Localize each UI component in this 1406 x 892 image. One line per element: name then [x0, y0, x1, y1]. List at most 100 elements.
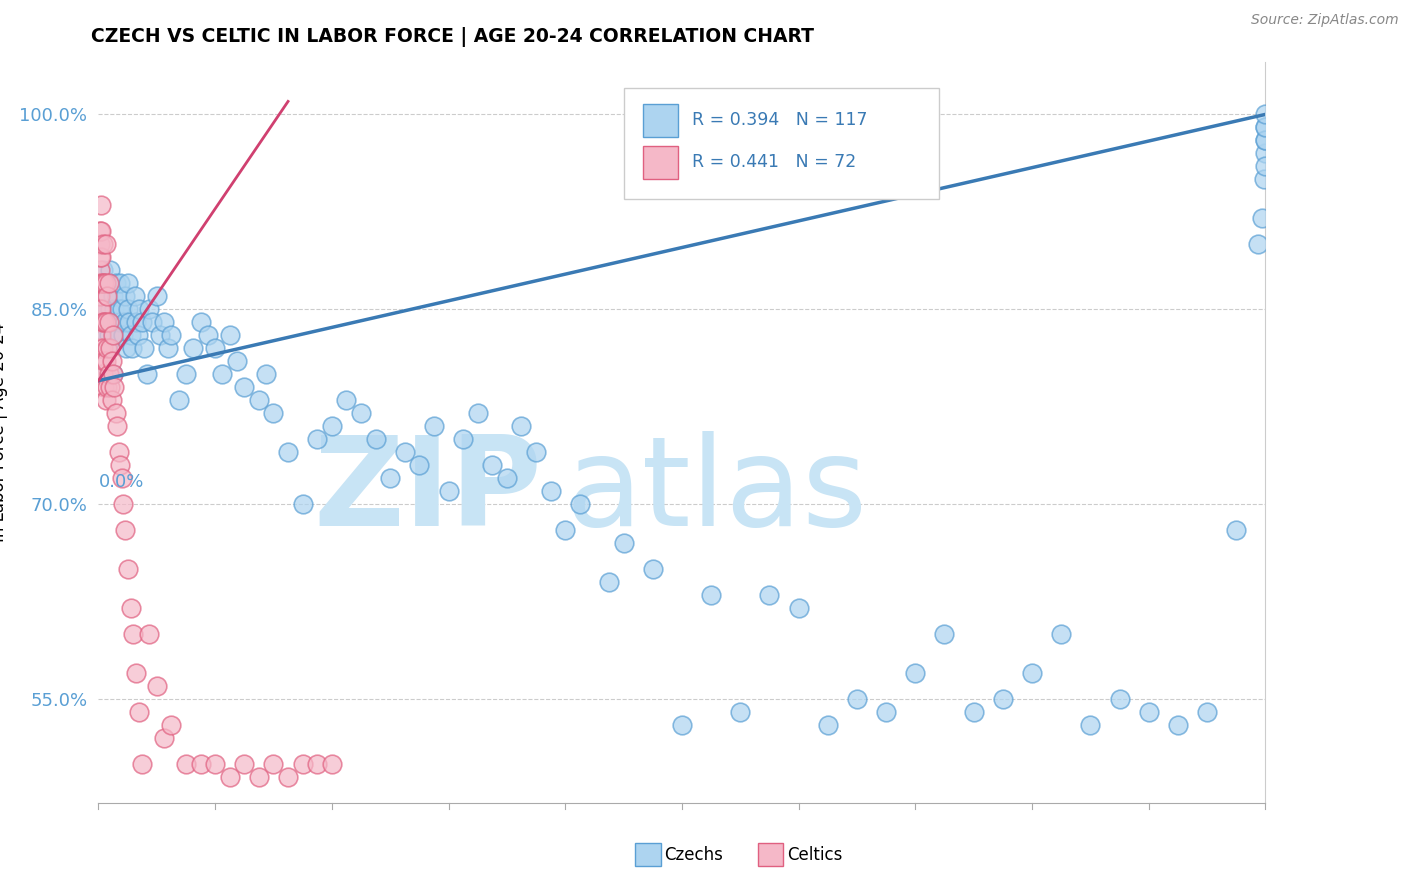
Text: Czechs: Czechs — [665, 846, 723, 863]
Point — [730, 705, 752, 719]
Point — [93, 354, 115, 368]
Point — [117, 277, 139, 291]
Point — [89, 263, 111, 277]
Point — [114, 289, 136, 303]
Point — [91, 302, 114, 317]
Point — [481, 458, 503, 472]
Point — [100, 354, 122, 368]
Point — [380, 471, 402, 485]
Point — [132, 341, 155, 355]
Point — [93, 315, 115, 329]
Point — [101, 328, 124, 343]
Point — [467, 406, 489, 420]
Text: 0.0%: 0.0% — [98, 474, 143, 491]
Point — [96, 289, 118, 303]
Point — [105, 289, 128, 303]
Point — [97, 277, 120, 291]
Point — [787, 601, 810, 615]
Point — [160, 328, 183, 343]
Point — [108, 302, 131, 317]
Point — [277, 445, 299, 459]
Point — [93, 380, 115, 394]
Point — [108, 328, 131, 343]
Point — [423, 419, 446, 434]
Point — [97, 328, 120, 343]
Point — [554, 523, 576, 537]
Point — [110, 315, 132, 329]
Point — [218, 770, 240, 784]
Point — [671, 718, 693, 732]
Point — [90, 277, 112, 291]
Point — [247, 393, 270, 408]
FancyBboxPatch shape — [624, 88, 939, 200]
Point — [97, 315, 120, 329]
Y-axis label: In Labor Force | Age 20-24: In Labor Force | Age 20-24 — [0, 323, 8, 542]
Point — [117, 562, 139, 576]
Point — [131, 315, 153, 329]
Point — [90, 341, 112, 355]
Point — [496, 471, 519, 485]
Point — [94, 328, 117, 343]
Point — [1050, 627, 1073, 641]
FancyBboxPatch shape — [758, 843, 783, 866]
Point — [226, 354, 249, 368]
Point — [94, 367, 117, 381]
Point — [218, 328, 240, 343]
Point — [112, 328, 135, 343]
Point — [1254, 133, 1277, 147]
Point — [174, 756, 197, 771]
Point — [89, 237, 111, 252]
Point — [93, 277, 115, 291]
Point — [94, 277, 117, 291]
Point — [101, 367, 124, 381]
Point — [1167, 718, 1189, 732]
Point — [90, 328, 112, 343]
FancyBboxPatch shape — [644, 103, 679, 136]
Point — [90, 250, 112, 264]
Point — [1254, 146, 1277, 161]
Point — [91, 263, 114, 277]
Point — [121, 341, 143, 355]
Point — [335, 393, 357, 408]
Point — [934, 627, 956, 641]
Point — [104, 277, 127, 291]
Point — [197, 328, 219, 343]
Text: R = 0.441   N = 72: R = 0.441 N = 72 — [692, 153, 856, 171]
Point — [94, 237, 117, 252]
Point — [101, 367, 124, 381]
Point — [991, 692, 1014, 706]
Point — [91, 237, 114, 252]
Point — [93, 277, 115, 291]
Point — [190, 756, 212, 771]
Point — [875, 705, 897, 719]
Point — [114, 315, 136, 329]
Point — [89, 315, 111, 329]
Point — [128, 302, 150, 317]
Point — [97, 367, 120, 381]
Point — [291, 497, 314, 511]
Point — [94, 289, 117, 303]
Point — [89, 277, 111, 291]
Point — [1254, 159, 1277, 173]
Point — [111, 471, 134, 485]
Point — [94, 315, 117, 329]
Point — [125, 665, 148, 680]
Point — [101, 289, 124, 303]
Point — [89, 341, 111, 355]
Point — [307, 432, 329, 446]
Point — [104, 315, 127, 329]
Point — [451, 432, 474, 446]
Point — [962, 705, 984, 719]
Point — [1080, 718, 1102, 732]
Point — [204, 756, 226, 771]
Point — [262, 406, 284, 420]
Point — [1247, 237, 1270, 252]
Point — [204, 341, 226, 355]
Point — [103, 380, 125, 394]
Point — [146, 289, 169, 303]
Point — [96, 341, 118, 355]
Point — [90, 224, 112, 238]
Point — [291, 756, 314, 771]
Point — [1195, 705, 1218, 719]
Point — [181, 341, 204, 355]
